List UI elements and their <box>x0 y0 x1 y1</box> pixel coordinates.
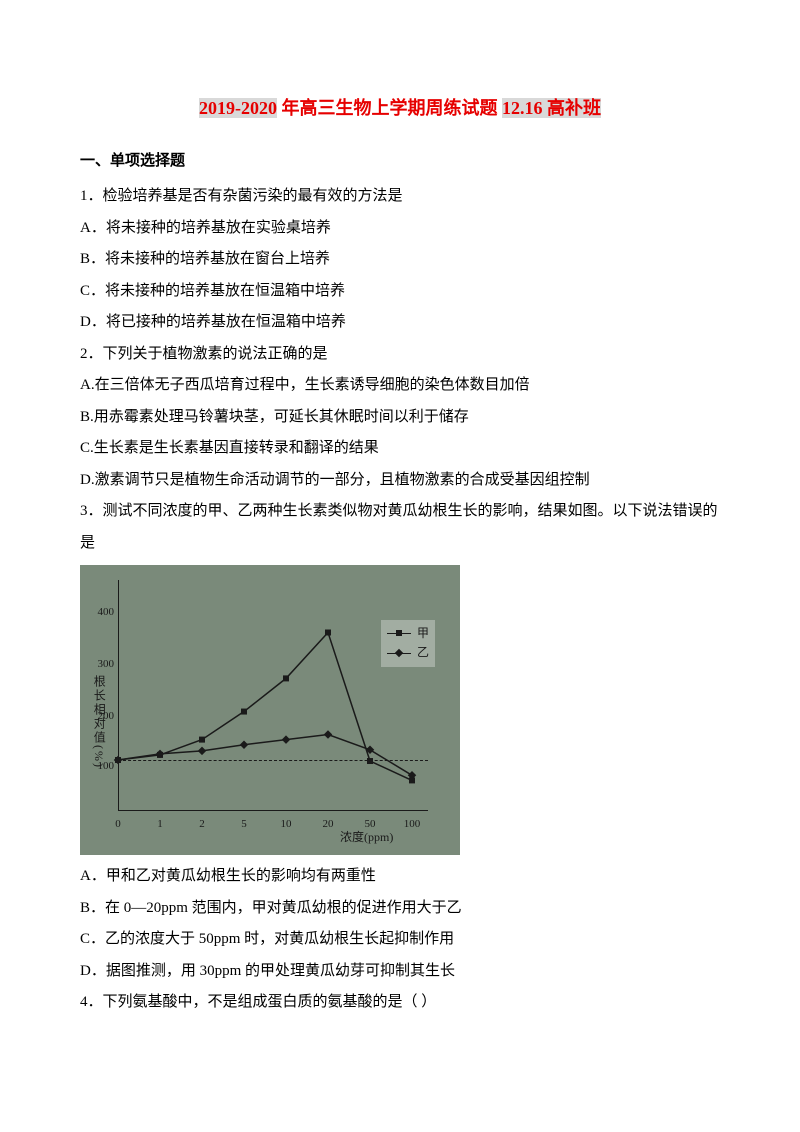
q3-option-c: C．乙的浓度大于 50ppm 时，对黄瓜幼根生长起抑制作用 <box>80 924 720 956</box>
legend-yi: 乙 <box>387 643 429 662</box>
chart-figure: 根长相对值(%) 浓度(ppm) 400 300 200 100 0 1 2 5… <box>80 565 460 855</box>
document-title: 2019-2020 年高三生物上学期周练试题 12.16 高补班 <box>80 90 720 128</box>
chart-legend: 甲 乙 <box>381 620 435 666</box>
question-1: 1．检验培养基是否有杂菌污染的最有效的方法是 A．将未接种的培养基放在实验桌培养… <box>80 181 720 339</box>
q3-option-d: D．据图推测，用 30ppm 的甲处理黄瓜幼芽可抑制其生长 <box>80 956 720 988</box>
q1-option-d: D．将已接种的培养基放在恒温箱中培养 <box>80 307 720 339</box>
question-2: 2．下列关于植物激素的说法正确的是 A.在三倍体无子西瓜培育过程中，生长素诱导细… <box>80 339 720 497</box>
chart-svg <box>80 565 460 855</box>
title-part1: 2019-2020 <box>199 98 277 118</box>
q3-text2: 是 <box>80 528 720 560</box>
question-4: 4．下列氨基酸中，不是组成蛋白质的氨基酸的是（ ） <box>80 987 720 1019</box>
q3-text1: 3．测试不同浓度的甲、乙两种生长素类似物对黄瓜幼根生长的影响，结果如图。以下说法… <box>80 496 720 528</box>
q1-text: 1．检验培养基是否有杂菌污染的最有效的方法是 <box>80 181 720 213</box>
title-part3: 12.16 <box>502 98 543 118</box>
title-part2: 年高三生物上学期周练试题 <box>277 98 502 118</box>
q2-option-a: A.在三倍体无子西瓜培育过程中，生长素诱导细胞的染色体数目加倍 <box>80 370 720 402</box>
q2-option-c: C.生长素是生长素基因直接转录和翻译的结果 <box>80 433 720 465</box>
title-part4: 高补班 <box>543 98 602 118</box>
q1-option-b: B．将未接种的培养基放在窗台上培养 <box>80 244 720 276</box>
q3-option-a: A．甲和乙对黄瓜幼根生长的影响均有两重性 <box>80 861 720 893</box>
q4-text: 4．下列氨基酸中，不是组成蛋白质的氨基酸的是（ ） <box>80 987 720 1019</box>
q2-option-b: B.用赤霉素处理马铃薯块茎，可延长其休眠时间以利于储存 <box>80 402 720 434</box>
q3-option-b: B．在 0—20ppm 范围内，甲对黄瓜幼根的促进作用大于乙 <box>80 893 720 925</box>
q2-text: 2．下列关于植物激素的说法正确的是 <box>80 339 720 371</box>
question-3: 3．测试不同浓度的甲、乙两种生长素类似物对黄瓜幼根生长的影响，结果如图。以下说法… <box>80 496 720 987</box>
q1-option-c: C．将未接种的培养基放在恒温箱中培养 <box>80 276 720 308</box>
q1-option-a: A．将未接种的培养基放在实验桌培养 <box>80 213 720 245</box>
q2-option-d: D.激素调节只是植物生命活动调节的一部分，且植物激素的合成受基因组控制 <box>80 465 720 497</box>
legend-jia: 甲 <box>387 624 429 643</box>
section-heading: 一、单项选择题 <box>80 146 720 178</box>
